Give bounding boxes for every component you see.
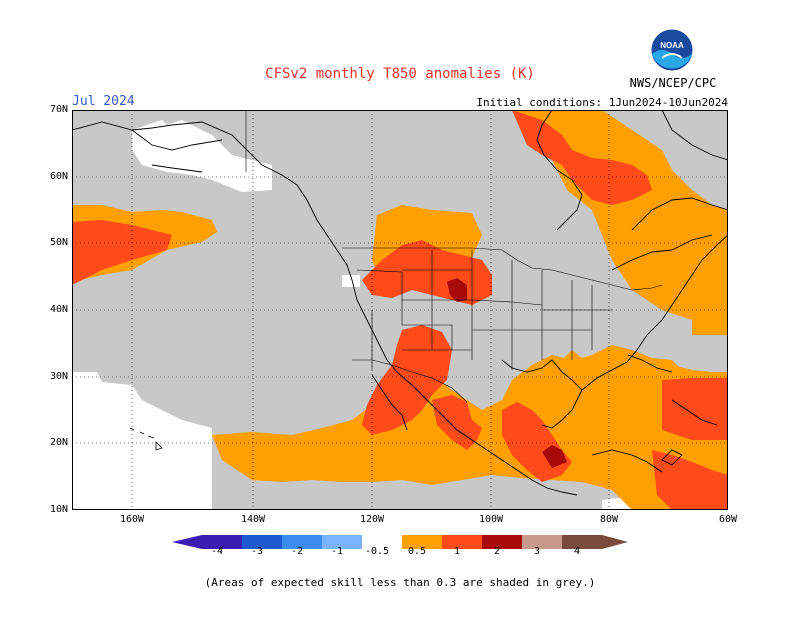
footnote: (Areas of expected skill less than 0.3 a…: [204, 576, 596, 589]
colorbar-label: 4: [573, 546, 581, 557]
colorbar-swatch: [402, 535, 442, 549]
lat-label: 10N: [49, 504, 68, 515]
colorbar-swatch: [522, 535, 562, 549]
colorbar-label: 1: [453, 546, 461, 557]
colorbar-label: -4: [210, 546, 224, 557]
white-land-patch: [342, 275, 360, 287]
colorbar-label: -3: [250, 546, 264, 557]
lat-label: 40N: [49, 304, 68, 315]
lon-label: 120W: [359, 514, 385, 525]
colorbar-label: -0.5: [364, 546, 390, 557]
lat-label: 20N: [49, 437, 68, 448]
coastlines: [72, 110, 728, 496]
lon-label: 160W: [119, 514, 145, 525]
white-area-alaska: [132, 120, 272, 192]
colorbar-swatch: [242, 535, 282, 549]
colorbar-swatch: [362, 535, 402, 549]
colorbar-swatch: [602, 535, 628, 549]
colorbar-swatch: [442, 535, 482, 549]
noaa-logo: NOAA: [650, 28, 694, 72]
colorbar: [172, 535, 628, 549]
lat-label: 30N: [49, 371, 68, 382]
colorbar-swatch: [202, 535, 242, 549]
colorbar-label: 3: [533, 546, 541, 557]
map-title: CFSv2 monthly T850 anomalies (K): [265, 66, 535, 82]
colorbar-swatch: [282, 535, 322, 549]
lat-label: 60N: [49, 171, 68, 182]
svg-text:NOAA: NOAA: [660, 41, 684, 50]
colorbar-swatch: [172, 535, 202, 549]
lat-label: 70N: [49, 104, 68, 115]
lon-label: 60W: [718, 514, 738, 525]
colorbar-label: -1: [330, 546, 344, 557]
hawaii-islands: [129, 427, 163, 451]
map-frame: [72, 110, 728, 510]
forecast-month: Jul 2024: [72, 94, 135, 109]
lon-label: 140W: [240, 514, 266, 525]
anomaly-2-to-3: [447, 278, 567, 468]
white-area-hawaii: [72, 372, 212, 510]
lon-label: 100W: [478, 514, 504, 525]
anomaly-map: [72, 110, 728, 510]
colorbar-label: 2: [493, 546, 501, 557]
colorbar-label: -2: [290, 546, 304, 557]
borders: [245, 110, 663, 403]
lon-label: 80W: [599, 514, 619, 525]
initial-conditions: Initial conditions: 1Jun2024-10Jun2024: [476, 96, 728, 109]
graticule: [72, 110, 728, 510]
colorbar-swatch: [322, 535, 362, 549]
agency-label: NWS/NCEP/CPC: [629, 76, 717, 90]
colorbar-swatch: [562, 535, 602, 549]
lat-label: 50N: [49, 237, 68, 248]
colorbar-swatch: [482, 535, 522, 549]
colorbar-label: 0.5: [407, 546, 427, 557]
